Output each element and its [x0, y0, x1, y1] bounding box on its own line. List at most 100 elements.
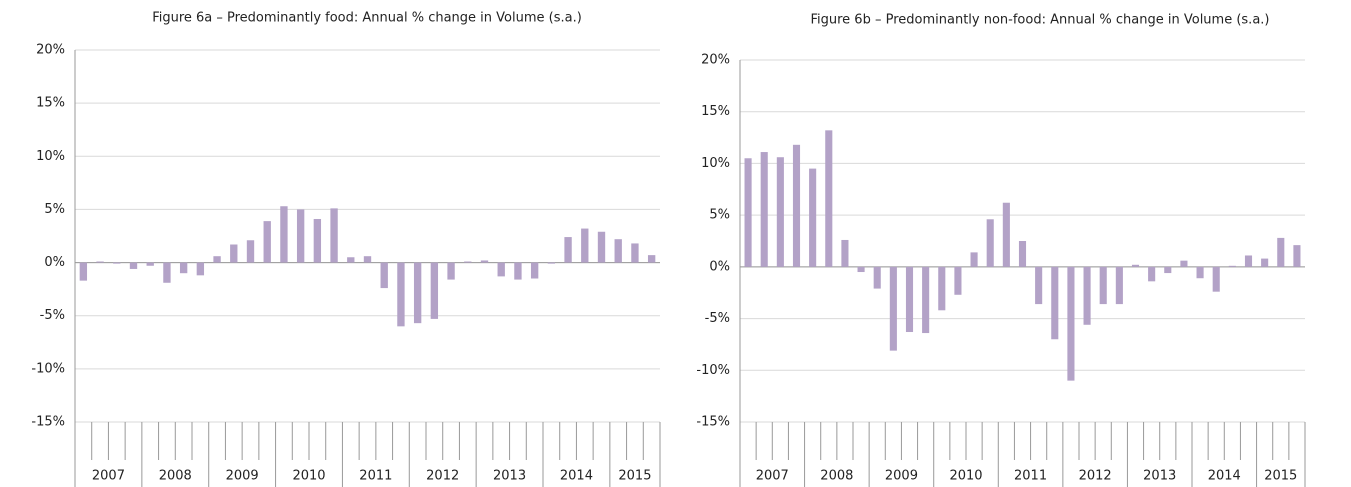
bar: [631, 243, 639, 263]
bar: [530, 262, 539, 279]
y-tick-label: -5%: [705, 311, 730, 326]
y-tick-label: 15%: [701, 104, 730, 119]
bar: [296, 209, 305, 263]
bar: [564, 237, 572, 263]
x-tick-label: 2014: [560, 469, 593, 484]
bar: [1115, 266, 1123, 305]
x-tick-label: 2008: [820, 469, 853, 484]
bar: [1244, 255, 1253, 267]
bar: [179, 262, 188, 274]
bar: [1083, 266, 1091, 325]
x-tick-label: 2011: [1014, 469, 1047, 484]
x-tick-label: 2015: [618, 469, 651, 484]
bar: [1293, 245, 1301, 267]
bar: [889, 266, 897, 351]
bar: [986, 219, 994, 267]
x-tick-label: 2012: [1079, 469, 1112, 484]
bar: [380, 262, 388, 289]
x-tick-label: 2013: [493, 469, 526, 484]
bar: [1180, 260, 1188, 267]
bar: [230, 244, 238, 263]
y-tick-label: 10%: [701, 156, 730, 171]
bar: [246, 240, 255, 263]
bar: [1099, 266, 1107, 305]
bar: [547, 262, 556, 264]
x-tick-label: 2010: [949, 469, 982, 484]
bar: [1051, 266, 1059, 340]
bar: [330, 208, 338, 263]
bar: [647, 255, 656, 263]
y-tick-label: 5%: [709, 208, 730, 223]
bar: [1018, 241, 1027, 267]
bar: [905, 266, 914, 333]
bar: [347, 257, 355, 263]
bar: [760, 152, 768, 267]
bar: [1035, 266, 1043, 305]
bar: [129, 262, 138, 269]
bar: [1196, 266, 1204, 279]
bar: [597, 231, 606, 263]
bar: [614, 239, 622, 263]
x-tick-label: 2007: [756, 469, 789, 484]
bar: [497, 262, 505, 277]
bar: [313, 218, 322, 263]
bar: [744, 158, 752, 267]
y-tick-label: -15%: [696, 415, 730, 430]
y-tick-label: -10%: [696, 363, 730, 378]
bar: [1164, 266, 1172, 274]
x-tick-label: 2013: [1143, 469, 1176, 484]
bar: [1148, 266, 1156, 282]
x-tick-label: 2008: [159, 469, 192, 484]
y-tick-label: -15%: [31, 415, 65, 430]
bar: [280, 206, 288, 263]
bar: [146, 262, 154, 266]
bar: [581, 228, 589, 263]
y-tick-label: 15%: [36, 96, 65, 111]
y-tick-label: 20%: [701, 53, 730, 68]
bar: [792, 144, 801, 267]
bar: [113, 262, 121, 264]
bar: [841, 239, 849, 267]
bar: [363, 256, 372, 263]
x-tick-label: 2009: [885, 469, 918, 484]
bar: [263, 221, 271, 263]
x-tick-label: 2014: [1208, 469, 1241, 484]
bar: [1228, 265, 1236, 267]
bar: [1212, 266, 1220, 292]
x-tick-label: 2011: [359, 469, 392, 484]
bar: [1002, 202, 1010, 267]
bar: [1277, 237, 1285, 267]
bar: [938, 266, 946, 311]
bar: [413, 262, 422, 324]
x-tick-label: 2010: [292, 469, 325, 484]
bar: [954, 266, 962, 295]
bar: [922, 266, 930, 334]
bar: [397, 262, 405, 327]
chart-title: Figure 6b – Predominantly non-food: Annu…: [810, 13, 1269, 28]
bar: [825, 130, 833, 267]
x-tick-label: 2012: [426, 469, 459, 484]
bar: [480, 260, 489, 263]
bar: [464, 261, 472, 263]
y-tick-label: 20%: [36, 43, 65, 58]
x-tick-label: 2015: [1264, 469, 1297, 484]
bar: [809, 168, 817, 267]
x-tick-label: 2007: [92, 469, 125, 484]
bar: [776, 157, 784, 267]
bar: [447, 262, 455, 280]
y-tick-label: -10%: [31, 361, 65, 376]
y-tick-label: -5%: [40, 308, 65, 323]
bar: [430, 262, 439, 319]
bar: [163, 262, 171, 283]
bar: [96, 261, 104, 263]
y-tick-label: 5%: [44, 202, 65, 217]
x-tick-label: 2009: [226, 469, 259, 484]
y-tick-label: 0%: [709, 259, 730, 274]
bar: [873, 266, 881, 289]
bar: [1067, 266, 1075, 381]
bar: [1261, 258, 1269, 267]
bar: [514, 262, 522, 280]
y-tick-label: 0%: [44, 255, 65, 270]
y-tick-label: 10%: [36, 149, 65, 164]
